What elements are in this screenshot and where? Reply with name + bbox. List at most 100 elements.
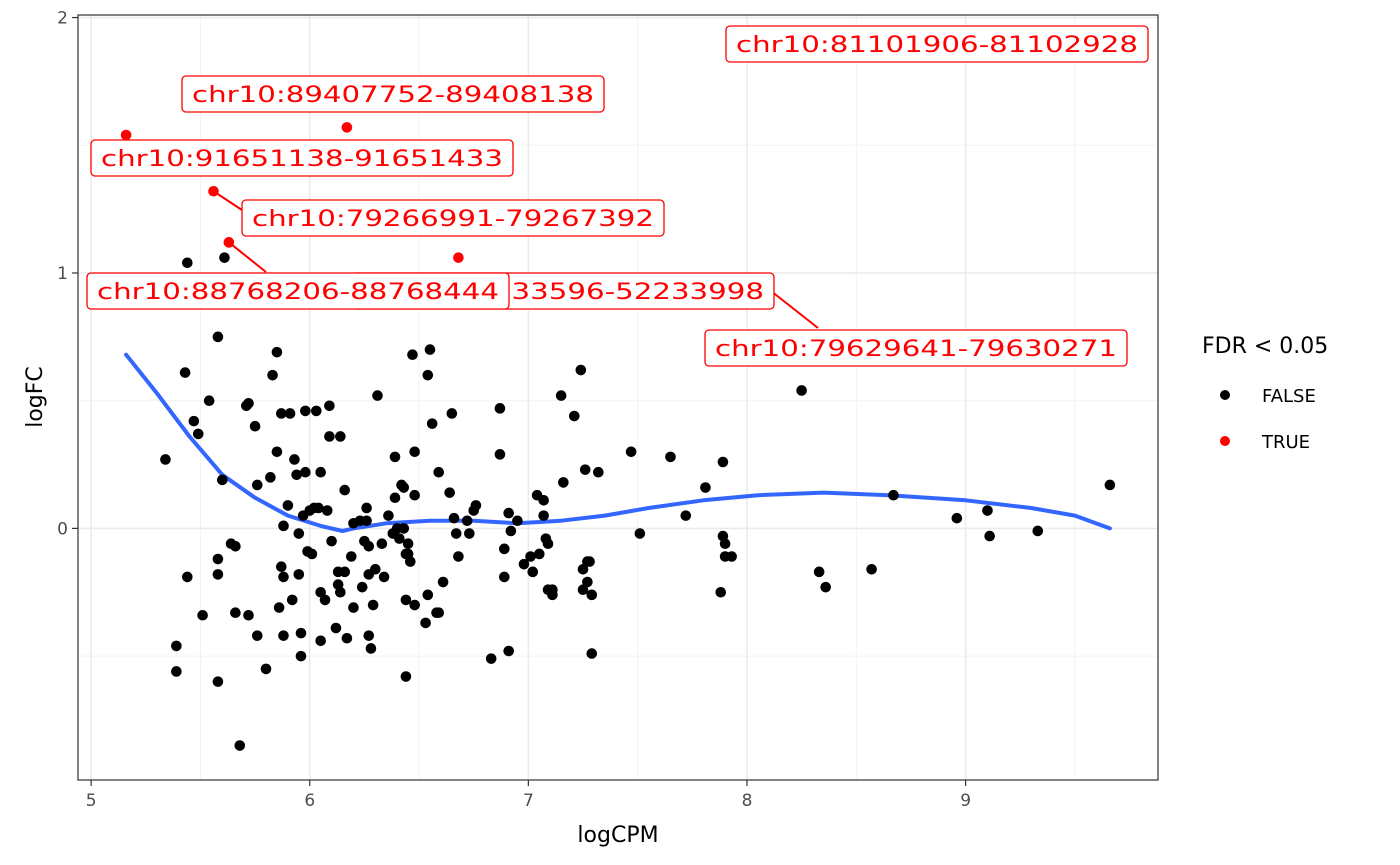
data-point-true <box>453 252 464 263</box>
data-point-false <box>197 609 208 621</box>
data-point-false <box>464 528 475 539</box>
data-point-false <box>230 540 241 552</box>
annotation-box <box>90 139 514 177</box>
data-point-false <box>494 403 506 414</box>
data-point-false <box>538 495 549 506</box>
data-point-false <box>505 525 517 537</box>
data-point-false <box>422 369 434 381</box>
data-point-false <box>453 551 464 562</box>
data-point-false <box>284 408 296 419</box>
data-point-false <box>295 650 307 662</box>
data-point-false <box>339 484 351 496</box>
data-point-false <box>433 466 445 478</box>
data-point-false <box>437 576 449 588</box>
data-point-false <box>409 489 420 501</box>
data-point-false <box>276 408 287 419</box>
y-tick-label: 1 <box>57 264 68 284</box>
x-tick-label: 8 <box>742 791 753 811</box>
data-point-true <box>341 122 353 133</box>
data-point-false <box>251 479 263 491</box>
annotation-label: chr10:88768206-88768444 <box>86 272 510 310</box>
data-point-false <box>378 571 390 583</box>
data-point-false <box>542 538 554 550</box>
data-point-false <box>582 576 593 588</box>
data-point-false <box>234 740 246 751</box>
data-point-false <box>367 599 379 611</box>
data-point-false <box>361 502 372 514</box>
annotation-label: chr10:89407752-89408138 <box>181 75 605 113</box>
annotation-label: chr10:91651138-91651433 <box>90 139 514 177</box>
data-point-false <box>398 482 410 493</box>
annotation-label: chr10:81101906-81102928 <box>725 25 1149 63</box>
x-tick-label: 9 <box>960 791 971 811</box>
label-connector <box>212 190 246 213</box>
data-point-false <box>503 507 514 519</box>
data-point-false <box>289 454 300 465</box>
data-point-false <box>579 464 591 475</box>
label-connector-layer <box>212 190 819 329</box>
smooth-line-layer <box>124 352 1112 533</box>
data-point-false <box>295 627 307 639</box>
legend-key-false <box>1220 390 1230 400</box>
smooth-trend-line <box>124 352 1112 533</box>
data-point-false <box>249 420 261 432</box>
data-point-false <box>293 569 305 580</box>
data-point-false <box>306 548 318 560</box>
data-point-false <box>424 344 436 355</box>
data-point-false <box>251 630 263 641</box>
data-point-false <box>363 540 375 552</box>
data-point-false <box>315 586 326 598</box>
data-point-false <box>315 635 326 647</box>
annotation-text: chr10:79266991-79267392 <box>252 207 654 232</box>
legend: FDR < 0.05 FALSE TRUE <box>1202 334 1328 453</box>
data-point-false <box>188 415 200 427</box>
annotation-text: chr10:91651138-91651433 <box>101 147 503 172</box>
data-point-true <box>120 129 132 141</box>
data-point-true <box>223 237 235 248</box>
annotation-label: chr10:79266991-79267392 <box>241 199 665 237</box>
data-point-false <box>324 400 335 412</box>
data-point-false <box>293 528 305 539</box>
data-point-false <box>625 446 637 458</box>
data-point-false <box>310 405 322 417</box>
data-point-false <box>400 671 412 682</box>
panel-border <box>77 14 1159 781</box>
data-point-false <box>278 520 289 532</box>
data-point-false <box>389 492 401 504</box>
annotation-text: chr10:89407752-89408138 <box>192 83 594 108</box>
data-point-false <box>982 505 993 516</box>
data-point-false <box>518 558 530 570</box>
data-point-false <box>363 630 375 641</box>
data-point-false <box>499 571 510 583</box>
data-point-false <box>265 472 276 483</box>
y-tick-label: 2 <box>57 9 68 29</box>
annotation-box <box>181 75 605 113</box>
x-axis-title: logCPM <box>577 823 658 848</box>
data-point-false <box>448 512 460 524</box>
data-point-false <box>282 500 294 511</box>
data-point-false <box>409 446 420 458</box>
annotation-label-layer: chr10:81101906-81102928 chr10:89407752-89… <box>86 25 1149 367</box>
data-point-false <box>341 632 353 644</box>
x-tick-label: 6 <box>304 791 315 811</box>
data-point-false <box>1032 525 1044 537</box>
data-point-false <box>680 510 692 521</box>
data-point-false <box>219 252 230 263</box>
data-point-false <box>348 602 359 613</box>
data-point-false <box>538 510 549 521</box>
data-point-false <box>575 364 587 376</box>
grid <box>78 15 1158 780</box>
data-point-true <box>208 185 219 197</box>
data-point-false <box>243 397 254 409</box>
data-point-false <box>577 584 589 596</box>
data-point-false <box>212 331 224 343</box>
data-point-false <box>444 487 455 498</box>
data-point-false <box>715 586 727 598</box>
data-point-false <box>426 418 438 429</box>
data-point-false <box>547 589 558 601</box>
data-point-false <box>315 466 326 478</box>
data-point-false <box>398 523 410 534</box>
legend-title: FDR < 0.05 <box>1202 334 1328 359</box>
data-point-false <box>634 528 646 539</box>
